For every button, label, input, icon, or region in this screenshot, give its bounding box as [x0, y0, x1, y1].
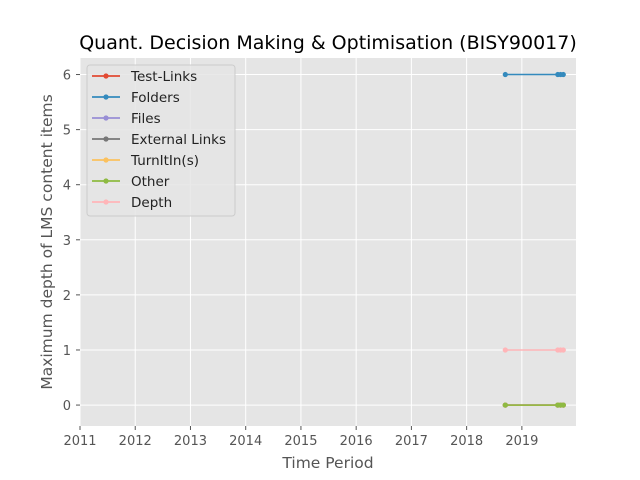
legend-item: Depth — [92, 195, 172, 211]
legend-marker — [103, 94, 109, 100]
legend-marker — [103, 73, 109, 79]
y-axis-label: Maximum depth of LMS content items — [38, 94, 56, 389]
chart-title: Quant. Decision Making & Optimisation (B… — [79, 32, 577, 54]
legend-label: Test-Links — [130, 69, 197, 85]
y-tick-label: 6 — [63, 69, 71, 84]
x-tick-label: 2012 — [119, 434, 152, 449]
y-tick-label: 3 — [63, 234, 71, 249]
y-tick-label: 0 — [63, 399, 71, 414]
legend-item: Test-Links — [92, 69, 197, 85]
data-point — [560, 347, 566, 353]
legend-item: Other — [92, 174, 170, 190]
legend-label: Folders — [131, 90, 180, 106]
x-tick-label: 2019 — [505, 434, 538, 449]
legend-item: External Links — [92, 132, 226, 148]
y-axis-ticks: 0 1 2 3 4 5 6 — [63, 69, 80, 414]
series-folders — [502, 71, 566, 78]
x-tick-label: 2017 — [395, 434, 428, 449]
x-tick-label: 2011 — [63, 434, 96, 449]
data-point — [560, 71, 566, 78]
x-tick-label: 2014 — [229, 434, 262, 449]
x-axis-label: Time Period — [281, 454, 373, 472]
y-tick-label: 5 — [63, 124, 71, 139]
legend-box — [86, 64, 236, 217]
x-axis-ticks: 2011 2012 2013 2014 2015 2016 2017 2018 2019 — [63, 426, 538, 449]
data-point — [502, 402, 508, 408]
grid — [79, 58, 576, 426]
legend-item: TurnItIn(s) — [92, 153, 199, 169]
series-other — [502, 402, 566, 408]
legend-item: Files — [92, 111, 161, 127]
legend-marker — [103, 157, 109, 163]
legend-label: Depth — [131, 195, 172, 211]
y-tick-label: 1 — [63, 344, 71, 359]
data-point — [560, 402, 566, 408]
x-tick-label: 2016 — [340, 434, 373, 449]
legend-marker — [103, 178, 109, 184]
data-point — [502, 347, 508, 353]
legend-marker — [103, 115, 109, 121]
legend-item: Folders — [92, 90, 180, 106]
x-tick-label: 2018 — [450, 434, 483, 449]
series-group — [502, 71, 566, 408]
y-tick-label: 2 — [63, 289, 71, 304]
legend: Test-Links Folders Files External Links Turn… — [86, 64, 236, 217]
legend-marker — [103, 136, 109, 142]
x-tick-label: 2015 — [284, 434, 317, 449]
data-point — [502, 71, 508, 78]
y-tick-label: 4 — [63, 179, 71, 194]
legend-label: External Links — [131, 132, 226, 148]
legend-label: Files — [131, 111, 161, 127]
legend-label: TurnItIn(s) — [130, 153, 199, 169]
legend-marker — [103, 199, 109, 205]
legend-label: Other — [131, 174, 170, 190]
series-depth — [502, 347, 566, 353]
x-tick-label: 2013 — [174, 434, 207, 449]
